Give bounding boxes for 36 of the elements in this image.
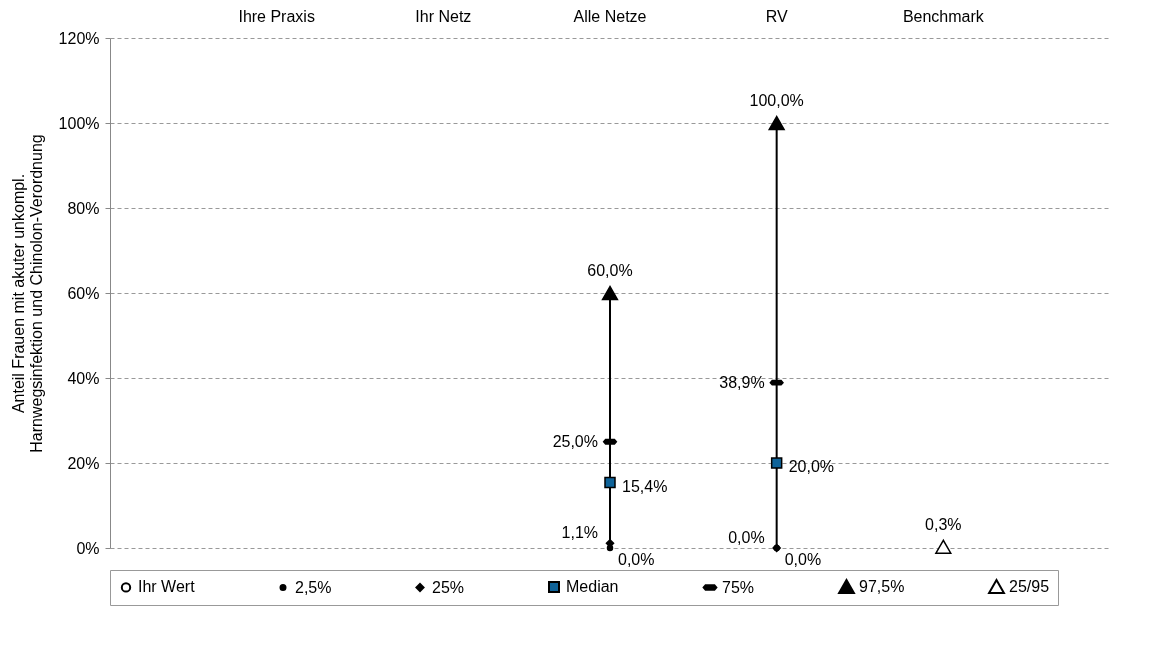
data-label: 1,1% (561, 524, 598, 542)
data-label: 0,3% (925, 515, 962, 533)
legend-label: 25% (432, 578, 465, 596)
y-tick-label: 40% (67, 369, 100, 387)
data-label: 100,0% (749, 92, 804, 109)
data-label: 60,0% (587, 262, 633, 279)
legend-label: 97,5% (859, 577, 905, 595)
data-label: 25,0% (552, 432, 598, 450)
y-tick-label: 0% (76, 539, 100, 557)
legend-label: Median (566, 578, 619, 595)
x-tick-label: RV (765, 7, 788, 25)
data-label: 0,0% (618, 551, 655, 568)
point (770, 457, 783, 469)
legend-label: 75% (722, 578, 755, 596)
point (935, 539, 952, 554)
y-axis-title: Anteil Frauen mit akuter unkompl. Harnwegsinfektion und Chinolon-Verordnung (9, 134, 45, 453)
y-tick-label: 80% (67, 199, 100, 217)
data-label: 0,0% (784, 551, 822, 568)
x-tick-label: Ihre Praxis (238, 7, 315, 25)
legend-label: 25/95 (1009, 577, 1050, 595)
point (601, 285, 619, 301)
x-tick-label: Benchmark (902, 7, 985, 25)
point (768, 115, 785, 131)
legend-label: 2,5% (295, 578, 332, 596)
legend-label: Ihr Wert (138, 578, 196, 596)
point (604, 476, 616, 489)
x-tick-label: Alle Netze (573, 7, 647, 25)
data-label: 15,4% (622, 477, 668, 495)
data-label: 20,0% (788, 458, 835, 475)
data-label: 38,9% (719, 373, 765, 391)
y-tick-label: 60% (67, 284, 100, 302)
y-tick-label: 120% (58, 29, 100, 47)
y-tick-label: 20% (67, 454, 100, 472)
data-label: 0,0% (728, 529, 765, 546)
y-tick-label: 100% (58, 114, 100, 132)
x-tick-label: Ihr Netz (415, 7, 472, 25)
